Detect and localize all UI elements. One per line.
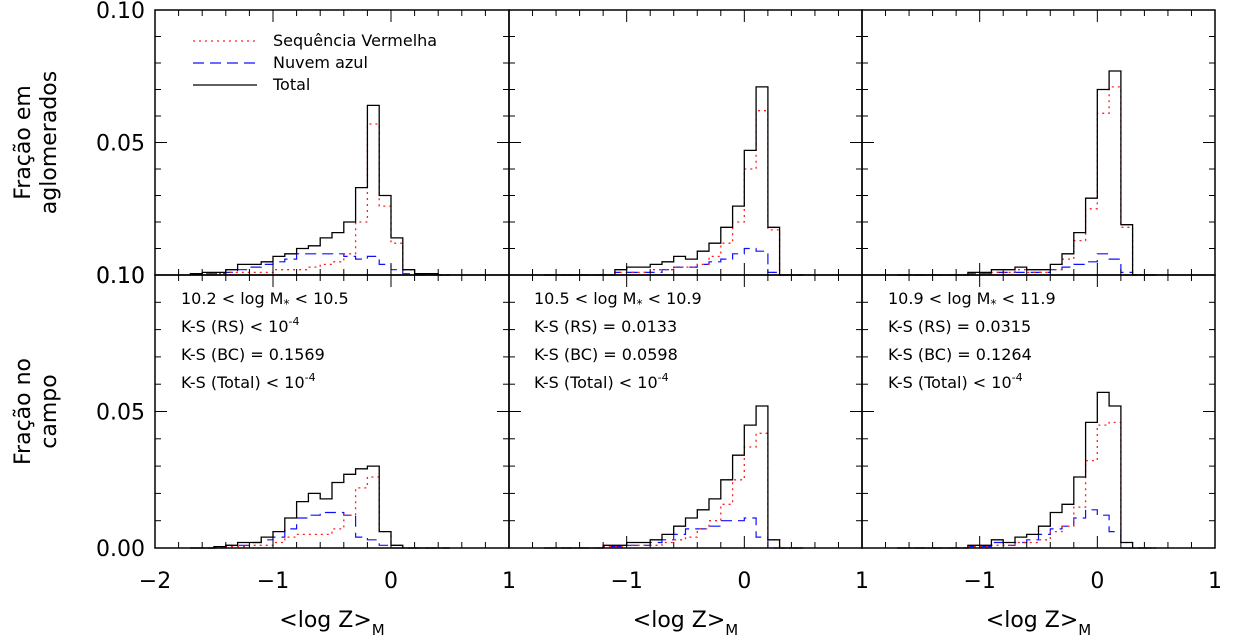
- x-axis-label: <log Z>M: [279, 608, 384, 638]
- series-sequencia-vermelha: [897, 86, 1157, 276]
- y-axis-label: Fração nocampo: [11, 358, 62, 465]
- y-axis-label: Fração emaglomerados: [11, 71, 62, 214]
- series-total: [189, 104, 450, 276]
- y-axis-label-line: aglomerados: [37, 71, 62, 214]
- annotation-line: 10.2 < log M* < 10.5: [181, 289, 349, 311]
- panel-frame: [154, 274, 510, 549]
- series-sequencia-vermelha: [544, 110, 804, 276]
- x-axis-label: <log Z>M: [986, 608, 1091, 638]
- annotation-block: 10.2 < log M* < 10.5 K-S (RS) < 10-4 K-S (…: [181, 289, 349, 392]
- x-axis-label-sub: M: [1078, 621, 1091, 638]
- series-total: [897, 391, 1157, 549]
- y-tick-label: 0.00: [96, 537, 145, 562]
- y-axis-label-line: campo: [37, 374, 62, 448]
- x-tick-label: 0: [737, 569, 751, 594]
- x-axis-label-sub: M: [372, 621, 385, 638]
- x-tick-label: −2: [139, 569, 171, 594]
- x-axis-label-sub: M: [725, 621, 738, 638]
- panel-frame: [508, 9, 863, 276]
- annotation-line: K-S (BC) = 0.1569: [181, 345, 325, 364]
- panel-0-1: [544, 86, 804, 276]
- y-tick-label: 0.10: [96, 264, 145, 289]
- annotation-line: K-S (Total) < 10-4: [888, 371, 1023, 392]
- annotation-line: K-S (RS) = 0.0133: [534, 317, 677, 336]
- legend-label: Sequência Vermelha: [273, 31, 437, 50]
- panel-1-2: [897, 391, 1157, 549]
- panel-frame: [861, 9, 1216, 276]
- annotation-block: 10.5 < log M* < 10.9 K-S (RS) = 0.0133 K-S…: [534, 289, 702, 392]
- y-tick-label: 0.05: [96, 401, 145, 426]
- x-tick-label: −1: [257, 569, 289, 594]
- series-sequencia-vermelha: [189, 123, 450, 276]
- series-total: [190, 465, 450, 549]
- series-sequencia-vermelha: [897, 421, 1157, 549]
- x-axis-label: <log Z>M: [633, 608, 738, 638]
- x-tick-label: −1: [610, 569, 642, 594]
- y-tick-label: 0.10: [96, 264, 145, 289]
- panel-frame: [508, 274, 863, 549]
- x-tick-label: 0: [1090, 569, 1104, 594]
- series-total: [897, 70, 1157, 276]
- y-tick-label: 0.10: [96, 0, 145, 24]
- panel-frames: [154, 9, 1216, 549]
- series-total: [544, 405, 804, 549]
- series-sequencia-vermelha: [190, 476, 450, 549]
- annotation-line: K-S (Total) < 10-4: [181, 371, 316, 392]
- panel-1-0: [190, 465, 450, 549]
- y-axis-label-line: Fração no: [11, 358, 36, 465]
- panel-0-2: [897, 70, 1157, 276]
- x-tick-label: 1: [855, 569, 869, 594]
- series-nuvem-azul: [189, 253, 450, 276]
- y-axis-label-line: Fração em: [11, 85, 36, 200]
- annotation-line: K-S (RS) < 10-4: [181, 315, 300, 336]
- annotation-line: K-S (BC) = 0.0598: [534, 345, 678, 364]
- y-tick-label: 0.05: [96, 132, 145, 157]
- annotation-block: 10.9 < log M* < 11.9 K-S (RS) = 0.0315 K-S…: [888, 289, 1056, 392]
- x-tick-label: −1: [963, 569, 995, 594]
- legend-label: Total: [272, 75, 310, 94]
- annotation-line: 10.9 < log M* < 11.9: [888, 289, 1056, 311]
- annotation-line: K-S (Total) < 10-4: [534, 371, 669, 392]
- histogram-layer: [189, 70, 1157, 549]
- x-tick-label: 1: [1208, 569, 1222, 594]
- text-layer: 0.10 0.05 0.10 Fração emaglomerados 0.00 0.05…: [11, 0, 1222, 638]
- x-axis-label-main: <log Z>: [986, 608, 1078, 633]
- panel-1-1: [544, 405, 804, 549]
- legend: Sequência Vermelha Nuvem azul Total: [193, 31, 437, 94]
- legend-label: Nuvem azul: [273, 53, 368, 72]
- x-tick-label: 0: [384, 569, 398, 594]
- annotation-line: 10.5 < log M* < 10.9: [534, 289, 702, 311]
- annotation-line: K-S (BC) = 0.1264: [888, 345, 1032, 364]
- x-axis-label-main: <log Z>: [279, 608, 371, 633]
- x-axis-label-main: <log Z>: [633, 608, 725, 633]
- x-tick-label: 1: [502, 569, 516, 594]
- panel-frame: [861, 274, 1216, 549]
- series-total: [544, 86, 804, 276]
- annotation-line: K-S (RS) = 0.0315: [888, 317, 1031, 336]
- axis-ticks: [154, 9, 1216, 549]
- panel-0-0: [189, 104, 450, 276]
